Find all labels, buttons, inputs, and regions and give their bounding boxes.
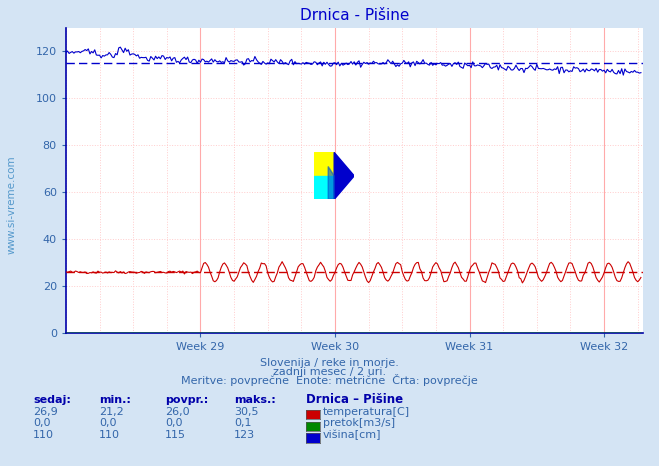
Text: 0,0: 0,0 <box>99 418 117 428</box>
Text: 30,5: 30,5 <box>234 407 258 417</box>
Text: 110: 110 <box>33 430 54 440</box>
Text: 0,0: 0,0 <box>33 418 51 428</box>
Text: 123: 123 <box>234 430 255 440</box>
Polygon shape <box>334 152 355 199</box>
Text: temperatura[C]: temperatura[C] <box>323 407 410 417</box>
Polygon shape <box>328 166 334 199</box>
Polygon shape <box>314 152 334 176</box>
Title: Drnica - Pišine: Drnica - Pišine <box>300 7 409 23</box>
Text: Meritve: povprečne  Enote: metrične  Črta: povprečje: Meritve: povprečne Enote: metrične Črta:… <box>181 375 478 386</box>
Text: sedaj:: sedaj: <box>33 395 71 405</box>
Text: 21,2: 21,2 <box>99 407 124 417</box>
Text: povpr.:: povpr.: <box>165 395 208 405</box>
Text: 115: 115 <box>165 430 186 440</box>
Text: maks.:: maks.: <box>234 395 275 405</box>
Text: Drnica – Pišine: Drnica – Pišine <box>306 393 403 406</box>
Text: 110: 110 <box>99 430 120 440</box>
Text: min.:: min.: <box>99 395 130 405</box>
Text: 26,9: 26,9 <box>33 407 58 417</box>
Text: 0,0: 0,0 <box>165 418 183 428</box>
Text: višina[cm]: višina[cm] <box>323 430 382 440</box>
Text: www.si-vreme.com: www.si-vreme.com <box>7 156 17 254</box>
Text: 0,1: 0,1 <box>234 418 252 428</box>
Polygon shape <box>314 176 334 199</box>
Text: pretok[m3/s]: pretok[m3/s] <box>323 418 395 428</box>
Text: Slovenija / reke in morje.: Slovenija / reke in morje. <box>260 358 399 368</box>
Text: zadnji mesec / 2 uri.: zadnji mesec / 2 uri. <box>273 367 386 377</box>
Text: 26,0: 26,0 <box>165 407 189 417</box>
